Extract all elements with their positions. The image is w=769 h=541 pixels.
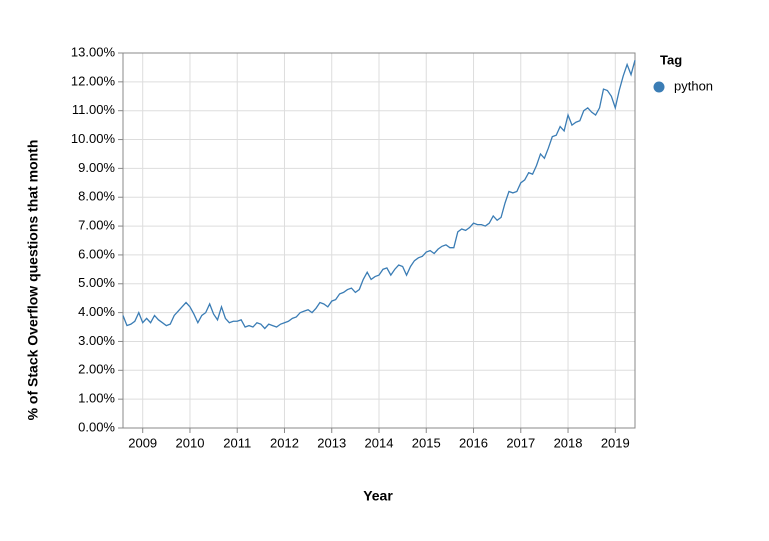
x-tick-label: 2012 — [270, 435, 299, 450]
y-tick-label: 4.00% — [78, 304, 115, 319]
y-tick-label: 3.00% — [78, 333, 115, 348]
x-tick-label: 2013 — [317, 435, 346, 450]
line — [122, 60, 636, 330]
y-tick-label: 7.00% — [78, 218, 115, 233]
legend-label: python — [674, 78, 713, 93]
y-tick-label: 12.00% — [71, 73, 116, 88]
x-tick-label: 2018 — [554, 435, 583, 450]
x-tick-label: 2016 — [459, 435, 488, 450]
y-tick-label: 8.00% — [78, 189, 115, 204]
y-tick-label: 1.00% — [78, 391, 115, 406]
x-tick-label: 2010 — [176, 435, 205, 450]
y-tick-label: 9.00% — [78, 160, 115, 175]
y-axis-title: % of Stack Overflow questions that month — [25, 140, 41, 421]
plot-frame — [122, 52, 636, 429]
x-tick-label: 2019 — [601, 435, 630, 450]
x-tick-label: 2011 — [223, 435, 251, 450]
legend-title: Tag — [660, 52, 682, 67]
y-tick-label: 6.00% — [78, 246, 115, 261]
x-tick-label: 2009 — [128, 435, 157, 450]
y-tick-label: 10.00% — [71, 131, 116, 146]
x-tick-label: 2015 — [412, 435, 441, 450]
y-tick-label: 0.00% — [78, 419, 115, 434]
y-tick-label: 13.00% — [71, 44, 116, 59]
x-axis-title: Year — [363, 488, 393, 504]
x-tick-label: 2017 — [506, 435, 535, 450]
y-tick-label: 2.00% — [78, 362, 115, 377]
legend-symbol — [653, 81, 665, 93]
y-tick-label: 11.00% — [72, 102, 116, 117]
y-tick-label: 5.00% — [78, 275, 115, 290]
x-tick-label: 2014 — [365, 435, 394, 450]
